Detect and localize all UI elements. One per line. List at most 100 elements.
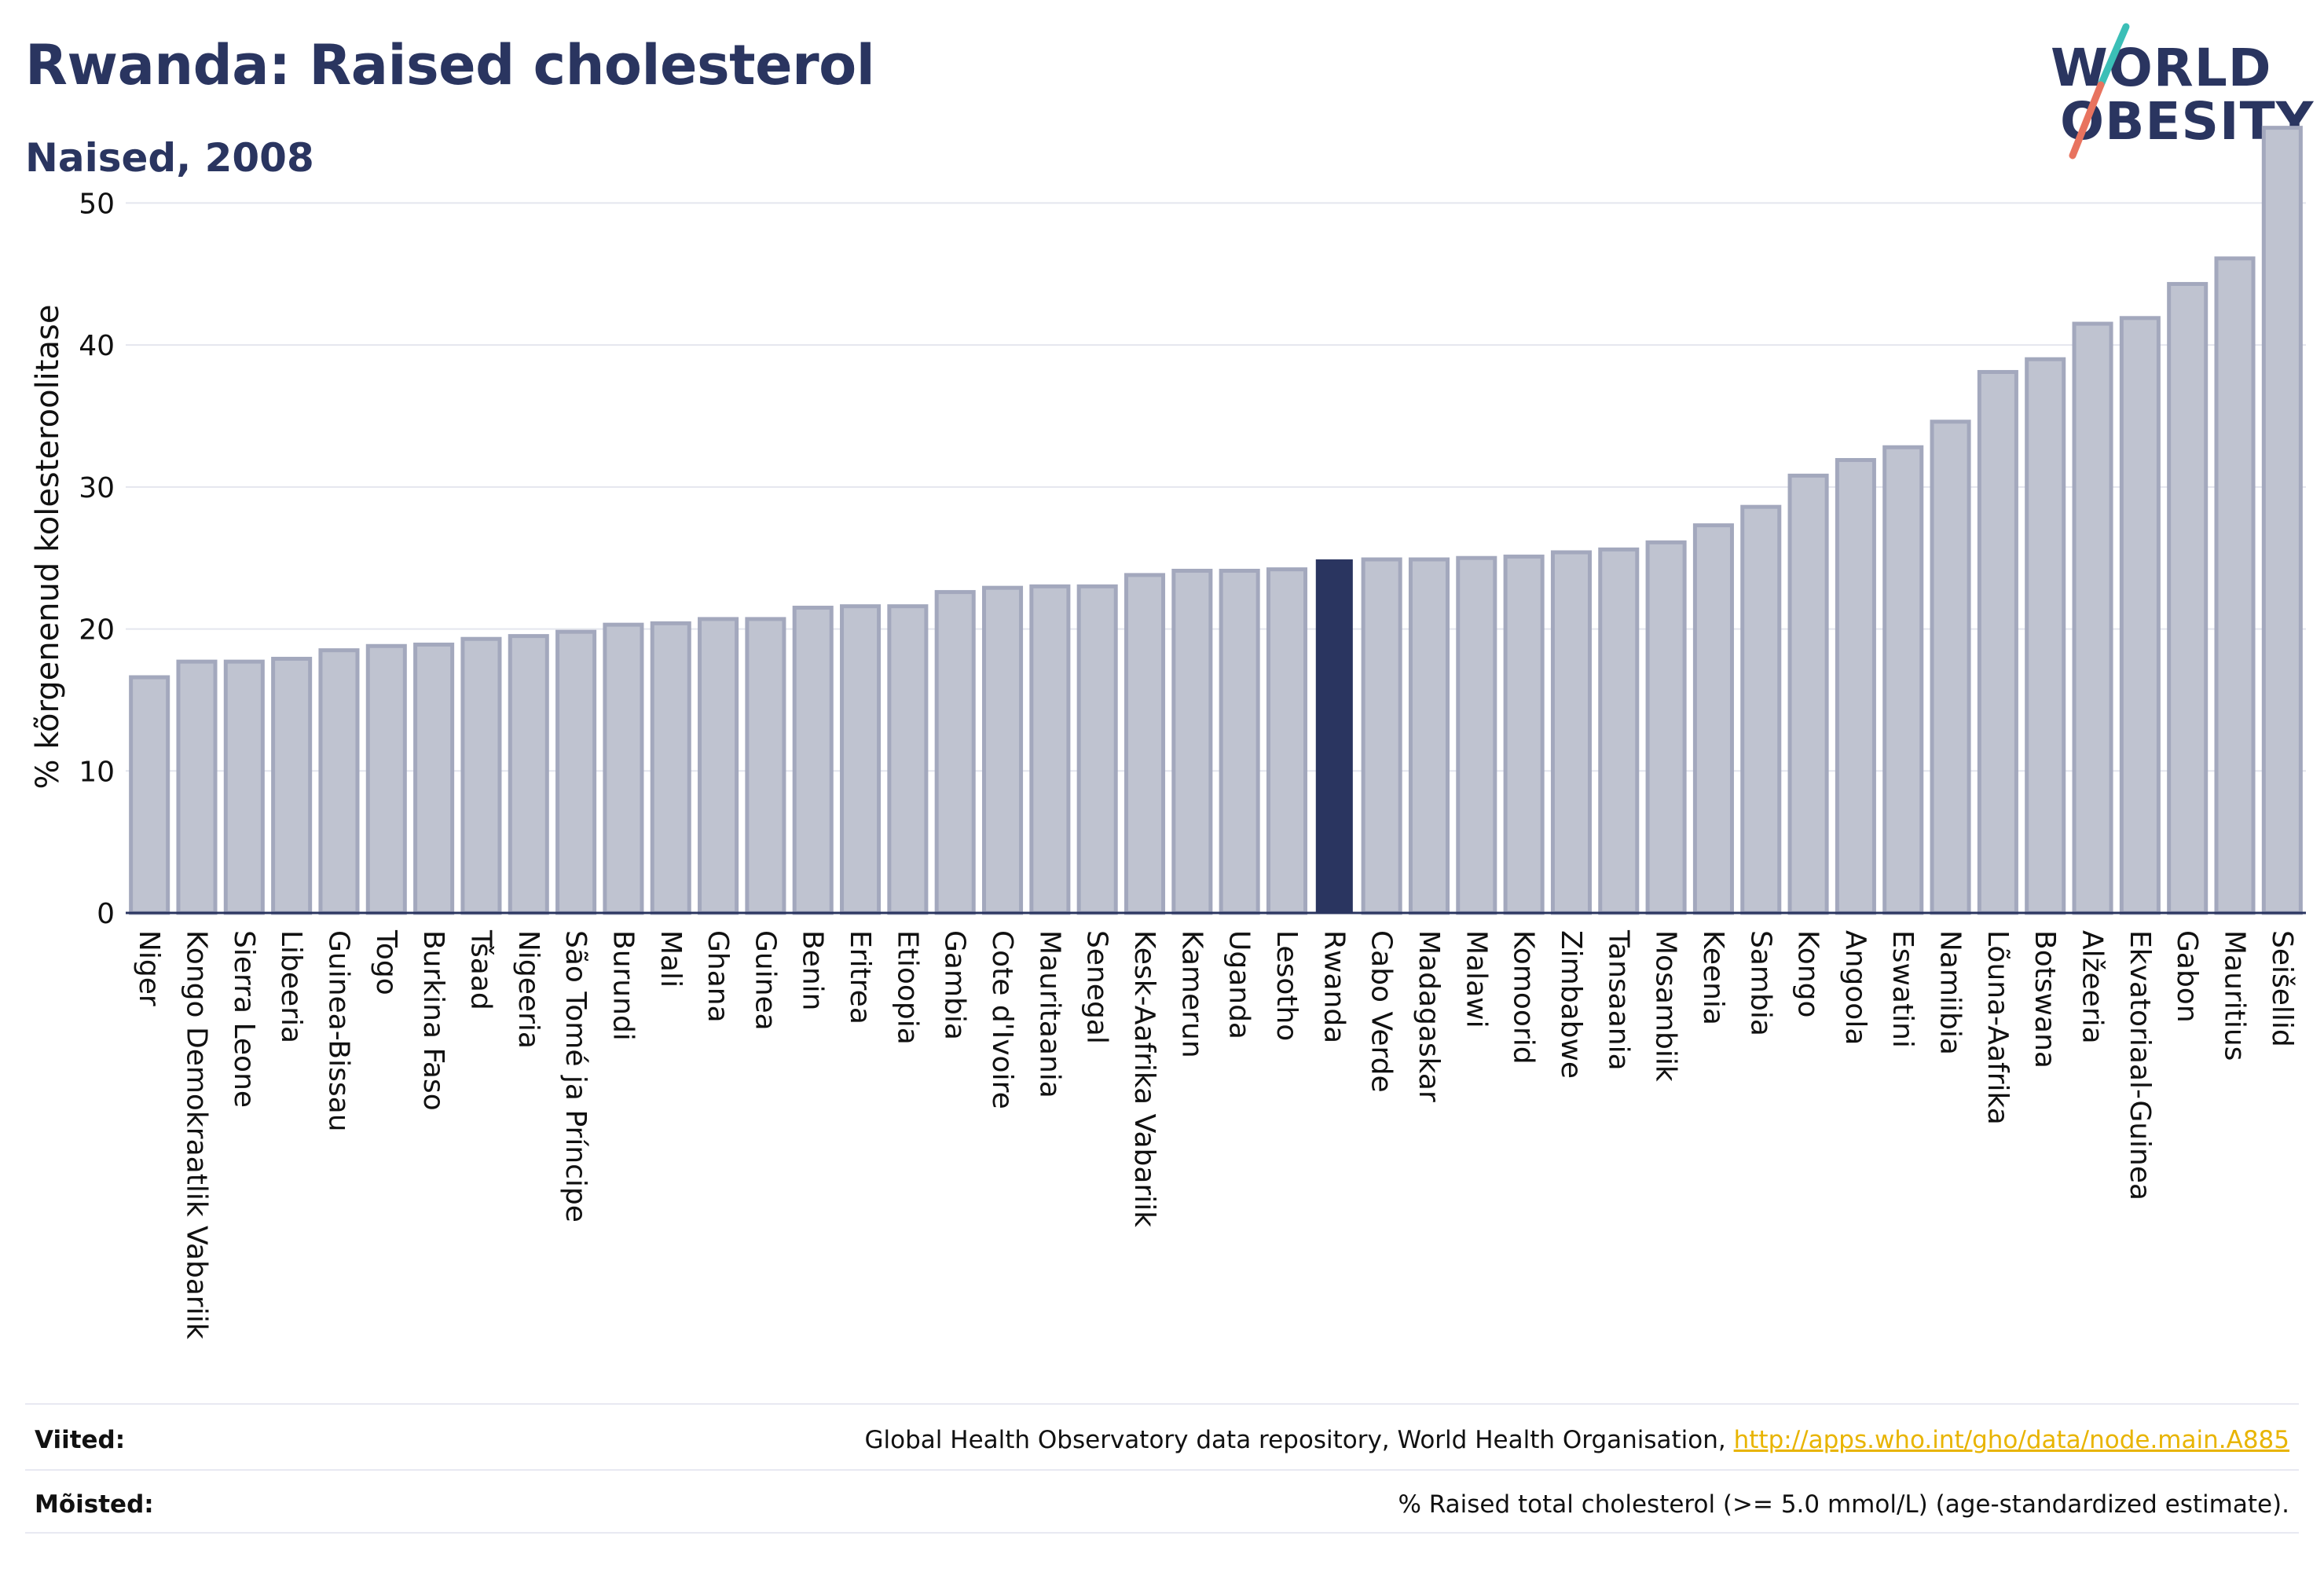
bar-highlighted[interactable] bbox=[1315, 559, 1353, 913]
bar[interactable] bbox=[129, 675, 170, 915]
bar[interactable] bbox=[1692, 523, 1734, 915]
x-tick-label: Namiibia bbox=[1934, 930, 1967, 1055]
x-tick-label: Komoorid bbox=[1508, 930, 1540, 1065]
bar[interactable] bbox=[176, 659, 218, 915]
y-tick-label: 50 bbox=[79, 188, 115, 220]
bar[interactable] bbox=[1503, 554, 1545, 915]
bar[interactable] bbox=[745, 617, 786, 915]
x-tick-label: Rwanda bbox=[1318, 930, 1350, 1043]
bar[interactable] bbox=[318, 648, 360, 915]
bar[interactable] bbox=[2025, 357, 2066, 915]
footer-divider-bottom bbox=[25, 1532, 2299, 1534]
bar[interactable] bbox=[1787, 473, 1829, 915]
chart-subtitle: Naised, 2008 bbox=[25, 135, 314, 181]
bar[interactable] bbox=[2119, 316, 2161, 915]
x-axis-labels: Niger Kongo Demokraatlik Vabariik Sierra L… bbox=[133, 929, 2298, 1340]
bar[interactable] bbox=[555, 629, 597, 915]
x-tick-label: Sierra Leone bbox=[228, 930, 260, 1108]
x-tick-label: Guinea bbox=[749, 930, 781, 1031]
bar[interactable] bbox=[1029, 584, 1071, 915]
bar[interactable] bbox=[1266, 567, 1308, 915]
x-tick-label: Mali bbox=[654, 930, 687, 988]
bar[interactable] bbox=[2214, 256, 2256, 915]
bar[interactable] bbox=[1076, 584, 1118, 915]
bar[interactable] bbox=[887, 604, 929, 915]
bar[interactable] bbox=[934, 590, 976, 915]
x-tick-label: Uganda bbox=[1223, 930, 1255, 1039]
chart-title: Rwanda: Raised cholesterol bbox=[25, 33, 875, 97]
bar[interactable] bbox=[1124, 573, 1166, 915]
x-tick-label: Burkina Faso bbox=[417, 930, 449, 1111]
x-tick-label: Alžeeria bbox=[2077, 930, 2109, 1044]
bar[interactable] bbox=[1598, 547, 1640, 915]
bar[interactable] bbox=[698, 617, 739, 915]
x-tick-label: Kongo Demokraatlik Vabariik bbox=[180, 930, 212, 1340]
x-tick-label: Mauritius bbox=[2219, 930, 2251, 1061]
bar[interactable] bbox=[1456, 555, 1497, 915]
bar[interactable] bbox=[223, 659, 265, 915]
x-tick-label: Tansaania bbox=[1602, 929, 1634, 1071]
sources-link[interactable]: http://apps.who.int/gho/data/node.main.A… bbox=[1733, 1426, 2289, 1454]
bar[interactable] bbox=[792, 605, 834, 915]
x-tick-label: Togo bbox=[370, 929, 402, 995]
bar[interactable] bbox=[2167, 281, 2209, 915]
x-tick-label: Zimbabwe bbox=[1555, 930, 1587, 1079]
bar[interactable] bbox=[1835, 458, 1876, 915]
bar[interactable] bbox=[982, 585, 1024, 915]
bar[interactable] bbox=[365, 643, 407, 915]
x-tick-label: Lõuna-Aafrika bbox=[1981, 930, 2014, 1125]
bar[interactable] bbox=[413, 642, 455, 915]
x-tick-label: Eswatini bbox=[1886, 930, 1919, 1048]
y-axis-ticks: 0 10 20 30 40 50 bbox=[79, 188, 115, 930]
x-tick-label: Lesotho bbox=[1270, 930, 1303, 1041]
x-tick-label: Etioopia bbox=[891, 930, 923, 1045]
bar[interactable] bbox=[1408, 557, 1450, 915]
bar[interactable] bbox=[1645, 540, 1687, 915]
bar[interactable] bbox=[460, 636, 502, 915]
bar[interactable] bbox=[1219, 568, 1260, 915]
definitions-label: Mõisted: bbox=[35, 1490, 154, 1519]
y-tick-label: 30 bbox=[79, 472, 115, 504]
bar-chart: 0 10 20 30 40 50 Niger Kongo Demokraatlik Vaba… bbox=[30, 126, 2306, 1340]
bar[interactable] bbox=[508, 634, 549, 915]
bar[interactable] bbox=[1740, 504, 1782, 915]
bar[interactable] bbox=[650, 621, 691, 915]
bar[interactable] bbox=[2072, 321, 2113, 915]
y-tick-label: 0 bbox=[97, 898, 115, 930]
footer-divider-middle bbox=[25, 1469, 2299, 1471]
x-tick-label: Gambia bbox=[939, 930, 971, 1040]
x-tick-label: Kamerun bbox=[1175, 930, 1208, 1058]
bar[interactable] bbox=[1171, 568, 1213, 915]
bar[interactable] bbox=[840, 604, 882, 915]
bar[interactable] bbox=[1361, 557, 1402, 915]
bar[interactable] bbox=[1930, 420, 1971, 915]
x-tick-label: São Tomé ja Príncipe bbox=[559, 930, 592, 1222]
bar[interactable] bbox=[2261, 126, 2303, 915]
bar[interactable] bbox=[271, 657, 313, 915]
bar[interactable] bbox=[1977, 369, 2018, 915]
x-tick-label: Seišellid bbox=[2266, 930, 2298, 1047]
x-tick-label: Ghana bbox=[702, 930, 734, 1023]
x-tick-label: Kesk-Aafrika Vabariik bbox=[1128, 930, 1160, 1227]
y-tick-label: 20 bbox=[79, 614, 115, 647]
x-tick-label: Benin bbox=[797, 930, 829, 1010]
x-tick-label: Angoola bbox=[1839, 930, 1871, 1045]
definitions-text: % Raised total cholesterol (>= 5.0 mmol/… bbox=[1398, 1490, 2289, 1519]
x-tick-label: Niger bbox=[133, 930, 165, 1006]
x-tick-label: Mosambiik bbox=[1650, 930, 1682, 1082]
logo-slash-icon bbox=[2069, 23, 2130, 159]
x-tick-label: Sambia bbox=[1744, 930, 1776, 1036]
y-axis-label: % kõrgenenud kolesteroolitase bbox=[30, 305, 66, 790]
x-tick-label: Cote d'Ivoire bbox=[986, 930, 1018, 1109]
x-tick-label: Libeeria bbox=[275, 930, 307, 1043]
x-tick-label: Malawi bbox=[1460, 930, 1492, 1028]
bar[interactable] bbox=[603, 622, 644, 915]
bar[interactable] bbox=[1550, 550, 1592, 915]
x-tick-label: Eritrea bbox=[844, 930, 876, 1024]
y-tick-label: 40 bbox=[79, 330, 115, 362]
bar[interactable] bbox=[1882, 445, 1924, 915]
x-tick-label: Guinea-Bissau bbox=[322, 930, 354, 1132]
x-tick-label: Burundi bbox=[607, 930, 639, 1041]
footer-divider-top bbox=[25, 1403, 2299, 1405]
x-tick-label: Nigeeria bbox=[512, 930, 544, 1049]
